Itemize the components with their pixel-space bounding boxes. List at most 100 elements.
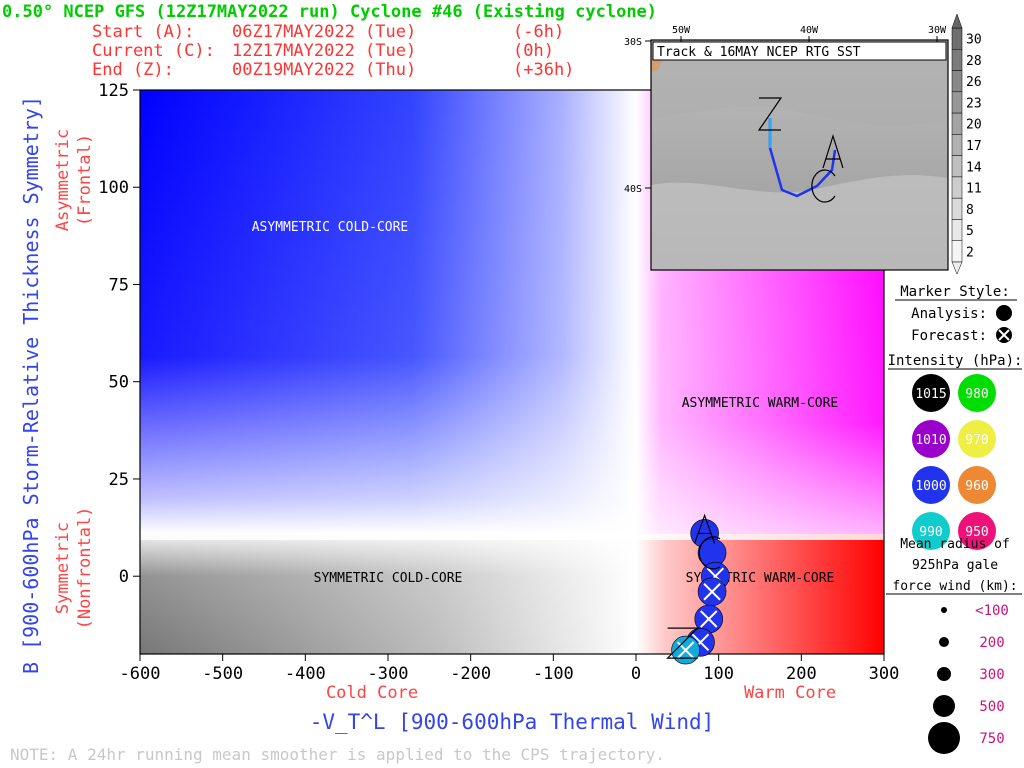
x-axis-label: -V_T^L [900-600hPa Thermal Wind]: [310, 710, 715, 734]
y-tick-label: 100: [98, 178, 129, 198]
current-marker-c: [698, 536, 721, 570]
intensity-label: 950: [965, 525, 988, 540]
sst-scale-label: 8: [966, 203, 974, 218]
end-marker-z: [666, 627, 700, 659]
sst-scale-top-arrow: [951, 13, 963, 29]
start-time: 06Z17MAY2022 (Tue): [232, 22, 416, 42]
sst-color-step: [951, 240, 963, 263]
sst-color-step: [951, 91, 963, 114]
sst-color-step: [951, 49, 963, 71]
radius-swatch: [941, 607, 947, 613]
radius-label: 300: [979, 667, 1004, 683]
start-offset: (-6h): [513, 22, 564, 42]
radius-label: 500: [979, 699, 1004, 715]
inset-z-marker: [757, 97, 783, 131]
legend-intensity: Intensity (hPa):: [888, 353, 1023, 369]
inset-lon-50w: 50W: [672, 25, 691, 36]
legend-marker-style: Marker Style:: [900, 284, 1010, 300]
intensity-swatch: [912, 512, 950, 550]
sst-color-step: [951, 155, 963, 178]
sst-color-step: [951, 27, 963, 50]
inset-frame: [650, 39, 949, 271]
x-tick-label: -500: [202, 664, 243, 684]
x-tick-label: -400: [285, 664, 326, 684]
forecast-cross: [703, 583, 721, 601]
y-tick-label: 50: [109, 373, 129, 393]
label-asym-warm: ASYMMETRIC WARM-CORE: [682, 396, 839, 411]
intensity-label: 1010: [915, 433, 946, 448]
forecast-cross: [700, 610, 718, 628]
chart-title: 0.50° NCEP GFS (12Z17MAY2022 run) Cyclon…: [2, 2, 657, 22]
sym-cold-fade: [140, 534, 636, 654]
sst-scale-bottom-arrow: [951, 261, 963, 275]
inset-lat-30s: 30S: [624, 37, 642, 48]
intensity-swatch: [912, 420, 950, 458]
x-tick-label: -100: [533, 664, 574, 684]
radius-swatch: [933, 695, 955, 717]
inset-cool-band: [651, 175, 948, 270]
x-tick-label: 200: [786, 664, 817, 684]
inset-map: Track & 16MAY NCEP RTG SST 50W 40W 30W 3…: [624, 25, 949, 271]
current-time: 12Z17MAY2022 (Tue): [232, 41, 416, 61]
inset-c-marker: [811, 169, 836, 203]
sst-color-step: [951, 176, 963, 199]
y-axis-label: B [900-600hPa Storm-Relative Thickness S…: [19, 96, 43, 674]
intensity-label: 1015: [915, 387, 946, 402]
plot-frame: [139, 89, 885, 655]
x-cold-label: Cold Core: [326, 683, 418, 703]
intensity-swatch: [958, 374, 996, 412]
inset-warm-band: [651, 40, 948, 126]
legend: Marker Style: Analysis: Forecast: Intens…: [886, 284, 1022, 754]
intensity-swatch: [958, 420, 996, 458]
sst-scale-label: 2: [966, 245, 974, 260]
sst-color-step: [951, 134, 963, 156]
sym-warm-region: [636, 534, 884, 654]
radius-legend: <100 200 300 500 750: [928, 603, 1009, 754]
x-ticks: -600 -500 -400 -300 -200 -100 0 100 200 300: [120, 654, 899, 684]
legend-forecast: Forecast:: [911, 328, 987, 344]
intensity-swatch: [958, 466, 996, 504]
x-tick-label: -200: [450, 664, 491, 684]
x-tick-label: -600: [120, 664, 161, 684]
footnote: NOTE: A 24hr running mean smoother is ap…: [10, 745, 665, 764]
y-tick-label: 125: [98, 81, 129, 101]
intensity-label: 1000: [915, 479, 946, 494]
y-upper-label-2: (Frontal): [75, 134, 95, 226]
intensity-label: 990: [919, 525, 942, 540]
sst-colorbar: 30 28 26 23 20 17 14 11 8 5 2: [951, 13, 982, 275]
y-tick-label: 0: [119, 567, 129, 587]
sst-color-step: [951, 112, 963, 135]
intensity-swatch: [912, 466, 950, 504]
inset-lon-40w: 40W: [800, 25, 819, 36]
sst-scale-label: 17: [966, 139, 982, 154]
intensity-label: 970: [965, 433, 988, 448]
y-tick-label: 25: [109, 470, 129, 490]
sst-scale-label: 30: [966, 33, 982, 48]
radius-title-1: Mean radius of: [900, 537, 1010, 552]
analysis-marker-icon: [996, 305, 1012, 321]
start-marker-a: [694, 513, 716, 544]
end-label: End (Z):: [92, 60, 174, 80]
y-tick-label: 75: [109, 275, 129, 295]
radius-swatch: [939, 637, 949, 647]
intensity-swatch: [958, 512, 996, 550]
inset-lon-30w: 30W: [928, 25, 947, 36]
radius-title-3: force wind (km):: [892, 579, 1017, 594]
x-warm-label: Warm Core: [744, 683, 836, 703]
y-lower-label-2: (Nonfrontal): [75, 507, 95, 630]
intensity-swatch: [912, 374, 950, 412]
forecast-cross-icon: [998, 329, 1010, 341]
radius-swatch: [937, 667, 951, 681]
asym-cold-fade: [140, 90, 636, 534]
end-offset: (+36h): [513, 60, 574, 80]
sst-scale-label: 20: [966, 118, 982, 133]
x-tick-label: -300: [368, 664, 409, 684]
sst-scale-label: 11: [966, 182, 982, 197]
legend-analysis: Analysis:: [911, 306, 987, 322]
x-tick-label: 100: [703, 664, 734, 684]
intensity-label: 960: [965, 479, 988, 494]
start-label: Start (A):: [92, 22, 194, 42]
intensity-label: 980: [965, 387, 988, 402]
label-asym-cold: ASYMMETRIC COLD-CORE: [252, 220, 409, 235]
